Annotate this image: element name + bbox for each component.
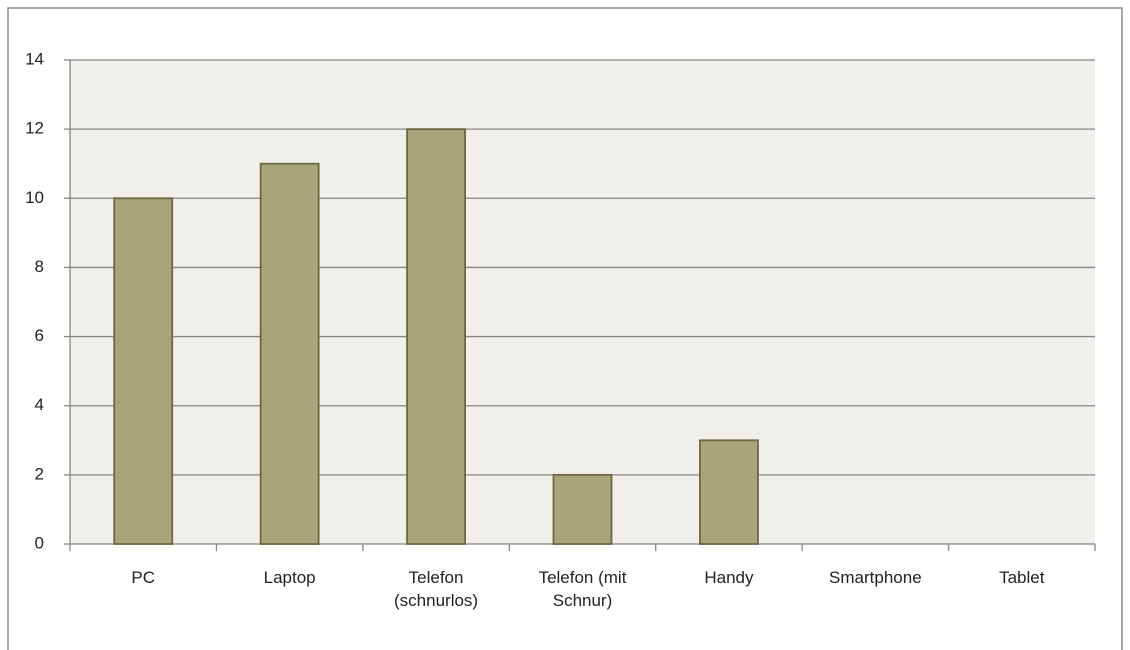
x-tick-label: Telefon (schnurlos) [394,568,479,610]
y-tick-label: 0 [35,533,44,552]
y-tick-label: 8 [35,257,44,276]
x-tick-label: Laptop [263,568,316,587]
x-tick-label: Handy [704,568,754,587]
y-tick-label: 2 [35,464,44,483]
x-tick-label: Telefon (mit Schnur) [538,568,627,610]
x-tick-label: PC [131,568,156,587]
y-tick-label: 14 [25,49,44,68]
plot-area [70,60,1095,544]
y-tick-label: 10 [25,188,44,207]
x-tick-label: Smartphone [829,568,922,587]
bar [113,197,174,545]
bar [259,162,320,545]
y-tick-label: 12 [25,119,44,138]
bar [406,128,466,545]
x-tick-label: Tablet [999,568,1045,587]
y-tick-label: 6 [35,326,44,345]
bar [699,439,759,545]
bar [552,473,613,545]
y-tick-label: 4 [35,395,44,414]
